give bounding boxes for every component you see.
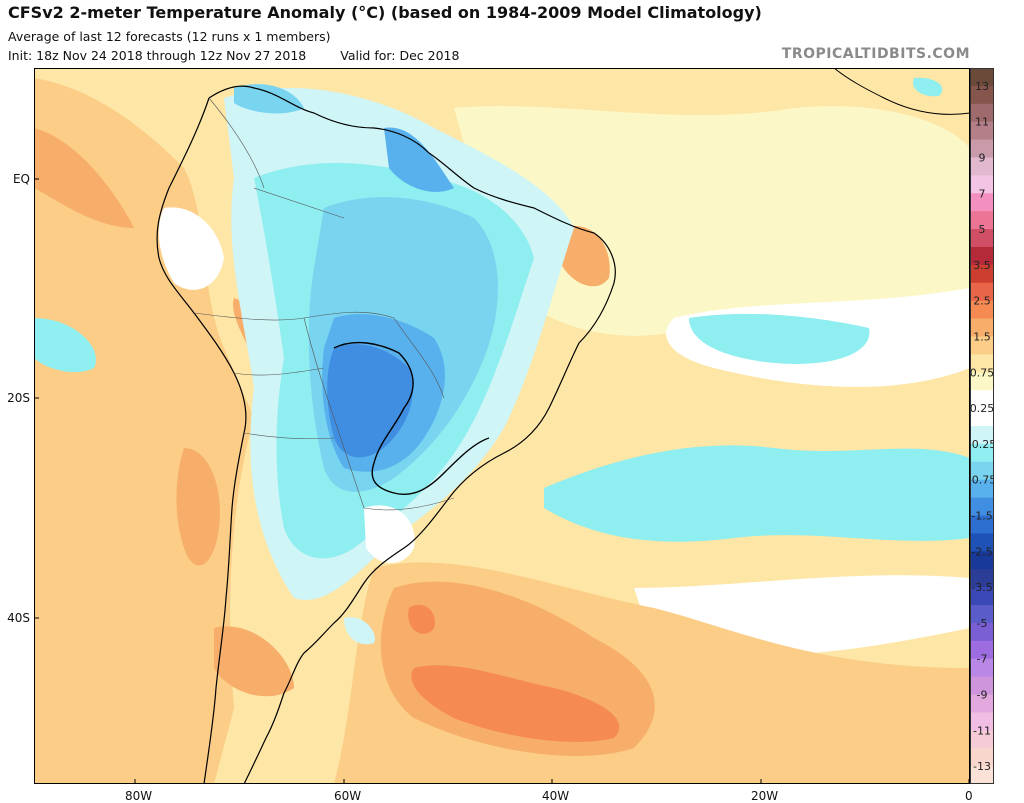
- lon-label-20w: 20W: [751, 789, 779, 803]
- colorbar-swatch: [970, 748, 994, 767]
- colorbar-swatch: [970, 264, 994, 284]
- lon-label-40w: 40W: [542, 789, 570, 803]
- colorbar-tick-label: -0.75: [970, 474, 994, 487]
- colorbar-swatch: [970, 658, 994, 678]
- colorbar-tick-label: 2.5: [973, 295, 991, 308]
- colorbar-swatch: [970, 103, 994, 123]
- colorbar-swatch: [970, 533, 994, 552]
- colorbar-swatch: [970, 68, 994, 87]
- anomaly-field-warm: [411, 665, 620, 742]
- colorbar-swatch: [970, 282, 994, 302]
- anomaly-field-neutral: [158, 207, 224, 290]
- colorbar-swatch: [970, 551, 994, 570]
- colorbar-tick-label: -5: [977, 617, 988, 630]
- colorbar-tick-label: -1.5: [971, 510, 992, 523]
- colorbar-swatch: [970, 569, 994, 588]
- colorbar-swatch: [970, 461, 994, 481]
- colorbar-swatch: [970, 336, 994, 355]
- anomaly-field-cool: [234, 84, 304, 114]
- colorbar-swatch: [970, 766, 994, 784]
- colorbar-swatch: [970, 587, 994, 606]
- colorbar-swatch: [970, 390, 994, 409]
- colorbar-swatch: [970, 497, 994, 516]
- colorbar-tick-label: -7: [977, 653, 988, 666]
- colorbar-swatch: [970, 247, 994, 266]
- colorbar-tick-label: 7: [979, 187, 986, 200]
- colorbar-swatch: [970, 354, 994, 373]
- colorbar-tick-label: 0.25: [970, 402, 994, 415]
- anomaly-field-warm: [559, 226, 610, 287]
- anomaly-field-cool: [913, 77, 943, 97]
- colorbar-swatch: [970, 712, 994, 731]
- map-subtitle: Average of last 12 forecasts (12 runs x …: [8, 29, 331, 44]
- anomaly-field-warm: [214, 626, 294, 697]
- lat-label-40s: 40S: [7, 611, 30, 625]
- colorbar-tick-label: -11: [973, 724, 991, 737]
- colorbar-tick-label: 0.75: [970, 366, 994, 379]
- country-borders: [193, 97, 455, 511]
- africa-coastline: [833, 68, 970, 115]
- anomaly-field-cool: [689, 313, 870, 364]
- colorbar-tick-label: -13: [973, 760, 991, 773]
- colorbar-tick-label: -0.25: [970, 438, 994, 451]
- colorbar-swatch: [970, 318, 994, 337]
- anomaly-field-warm: [408, 604, 435, 634]
- colorbar-swatch: [970, 694, 994, 713]
- colorbar-swatch: [970, 443, 994, 463]
- colorbar-swatch: [970, 121, 994, 141]
- colorbar-swatch: [970, 622, 994, 642]
- colorbar-swatch: [970, 676, 994, 695]
- colorbar-swatch: [970, 85, 994, 105]
- continent-coastline: [156, 85, 616, 784]
- colorbar: 13 11 9 7 5 3.5 2.5 1.5 0.75 0.25 -0.25 -0.75 -1.5 -2…: [970, 68, 994, 784]
- colorbar-swatch: [970, 479, 994, 499]
- lat-label-eq: EQ: [12, 172, 30, 186]
- colorbar-tick-label: 5: [979, 223, 986, 236]
- colorbar-swatch: [970, 426, 994, 445]
- colorbar-swatch: [970, 408, 994, 427]
- lon-label-80w: 80W: [125, 789, 153, 803]
- anomaly-field-cool: [34, 318, 96, 373]
- anomaly-field-warm: [176, 448, 220, 566]
- anomaly-field-cool: [544, 445, 970, 542]
- lat-label-20s: 20S: [7, 391, 30, 405]
- brand-watermark: TROPICALTIDBITS.COM: [781, 46, 970, 62]
- anomaly-field-warm: [34, 128, 134, 228]
- colorbar-tick-label: -3.5: [971, 581, 992, 594]
- map-frame: [34, 68, 970, 784]
- colorbar-swatch: [970, 515, 994, 534]
- colorbar-swatch: [970, 229, 994, 248]
- colorbar-swatch: [970, 372, 994, 391]
- colorbar-swatch: [970, 605, 994, 624]
- colorbar-tick-label: 13: [975, 80, 989, 93]
- colorbar-swatch: [970, 193, 994, 212]
- anomaly-field-cool: [344, 617, 375, 645]
- init-valid-line: Init: 18z Nov 24 2018 through 12z Nov 27…: [8, 48, 459, 63]
- valid-text: Valid for: Dec 2018: [340, 48, 460, 63]
- lon-label-0: 0: [965, 789, 973, 803]
- colorbar-swatch: [970, 175, 994, 194]
- colorbar-swatch: [970, 300, 994, 320]
- colorbar-swatch: [970, 640, 994, 660]
- colorbar-tick-label: -9: [977, 689, 988, 702]
- colorbar-tick-label: 9: [979, 152, 986, 165]
- anomaly-field-cool: [384, 127, 454, 192]
- colorbar-swatch: [970, 139, 994, 158]
- country-outline-brazil: [333, 341, 490, 495]
- colorbar-tick-label: 1.5: [973, 331, 991, 344]
- colorbar-tick-label: 3.5: [973, 259, 991, 272]
- colorbar-swatch: [970, 157, 994, 176]
- lon-label-60w: 60W: [334, 789, 362, 803]
- colorbar-tick-label: -2.5: [971, 545, 992, 558]
- colorbar-swatch: [970, 730, 994, 749]
- colorbar-swatch: [970, 211, 994, 230]
- map-title: CFSv2 2-meter Temperature Anomaly (°C) (…: [8, 3, 762, 22]
- anomaly-field-neutral: [364, 505, 415, 563]
- temperature-anomaly-map: [34, 68, 970, 784]
- colorbar-tick-label: 11: [975, 116, 989, 129]
- init-text: Init: 18z Nov 24 2018 through 12z Nov 27…: [8, 48, 307, 63]
